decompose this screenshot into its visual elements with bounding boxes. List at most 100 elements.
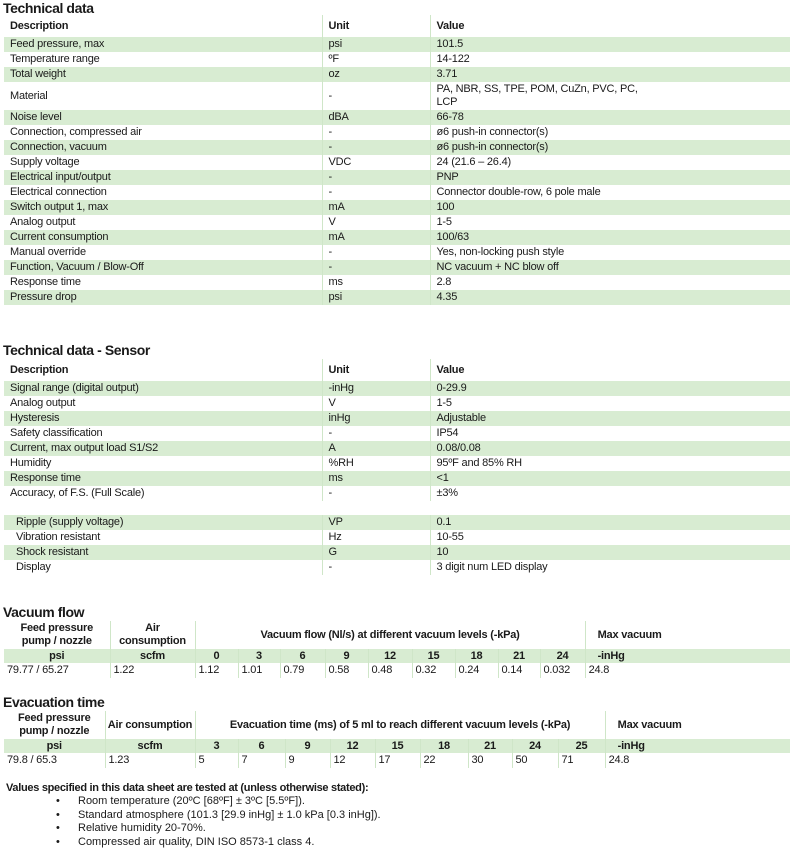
cell-description: Electrical connection bbox=[10, 186, 107, 198]
cell-value: 79.77 / 65.27 bbox=[7, 664, 69, 676]
cell-description: Electrical input/output bbox=[10, 171, 111, 183]
cell-unit: VDC bbox=[321, 155, 430, 170]
table-row: Temperature range ºF 14-122 bbox=[4, 52, 790, 67]
vacuum-level: 21 bbox=[497, 649, 540, 663]
cell-unit: ms bbox=[321, 471, 430, 486]
cell-unit: %RH bbox=[321, 456, 430, 471]
cell-description: Analog output bbox=[10, 397, 76, 409]
table-row: Feed pressure, max psi 101.5 bbox=[4, 37, 790, 52]
cell-value: 17 bbox=[374, 753, 420, 768]
unit-scfm: scfm bbox=[104, 739, 195, 753]
unit-inhg: -inHg bbox=[604, 739, 790, 753]
vacuum-level: 3 bbox=[237, 649, 280, 663]
cell-value: 10-55 bbox=[429, 530, 790, 545]
cell-value: 24.8 bbox=[604, 753, 790, 768]
table-row: Safety classification - IP54 bbox=[4, 426, 790, 441]
cell-value: 1.01 bbox=[237, 663, 280, 678]
cell-value: 0.1 bbox=[429, 515, 790, 530]
cell-description: Ripple (supply voltage) bbox=[16, 516, 124, 528]
cell-unit: VP bbox=[321, 515, 430, 530]
sensor-data-table: Description Unit Value Signal range (dig… bbox=[4, 359, 790, 501]
cell-unit: V bbox=[321, 396, 430, 411]
table-row: 79.8 / 65.3 1.23 5 7 9 12 17 22 30 50 71 24.8 bbox=[4, 753, 790, 768]
unit-scfm: scfm bbox=[109, 649, 195, 663]
vacuum-level: 6 bbox=[279, 649, 325, 663]
cell-description: Safety classification bbox=[10, 427, 103, 439]
table-row: Shock resistant G 10 bbox=[4, 545, 790, 560]
vacuum-level: 18 bbox=[454, 649, 498, 663]
header-value: Value bbox=[429, 15, 790, 37]
test-condition-item: Room temperature (20ºC [68ºF] ± 3ºC [5.5… bbox=[6, 795, 381, 809]
cell-value: 66-78 bbox=[429, 110, 790, 125]
cell-unit: dBA bbox=[321, 110, 430, 125]
vacuum-level: 3 bbox=[194, 739, 238, 753]
cell-unit: mA bbox=[321, 230, 430, 245]
vacuum-level: 0 bbox=[194, 649, 238, 663]
cell-description: Response time bbox=[10, 276, 81, 288]
vacuum-level: 15 bbox=[374, 739, 420, 753]
unit-psi: psi bbox=[49, 649, 65, 662]
cell-value: ø6 push-in connector(s) bbox=[429, 140, 790, 155]
cell-value: ø6 push-in connector(s) bbox=[429, 125, 790, 140]
cell-unit: - bbox=[321, 185, 430, 200]
cell-value: ±3% bbox=[429, 486, 790, 501]
sensor-data-title: Technical data - Sensor bbox=[3, 342, 150, 358]
header-feed-pressure: Feed pressure pump / nozzle bbox=[20, 622, 94, 647]
cell-value: 0.08/0.08 bbox=[429, 441, 790, 456]
cell-value: 30 bbox=[467, 753, 512, 768]
cell-value: 0-29.9 bbox=[429, 381, 790, 396]
table-row: Humidity %RH 95ºF and 85% RH bbox=[4, 456, 790, 471]
unit-psi: psi bbox=[46, 739, 62, 752]
cell-value: 10 bbox=[429, 545, 790, 560]
table-row: Noise level dBA 66-78 bbox=[4, 110, 790, 125]
header-air-consumption: Air consumption bbox=[109, 621, 195, 649]
header-max-vacuum: Max vacuum bbox=[584, 621, 790, 649]
cell-value: NC vacuum + NC blow off bbox=[429, 260, 790, 275]
cell-value: 0.32 bbox=[411, 663, 455, 678]
table-row: Response time ms <1 bbox=[4, 471, 790, 486]
vacuum-level: 24 bbox=[539, 649, 586, 663]
table-row: Current, max output load S1/S2 A 0.08/0.08 bbox=[4, 441, 790, 456]
cell-description: Hysteresis bbox=[10, 412, 60, 424]
cell-unit: - bbox=[321, 260, 430, 275]
cell-unit: - bbox=[321, 486, 430, 501]
table-row: Connection, compressed air - ø6 push-in co… bbox=[4, 125, 790, 140]
cell-value: 1.12 bbox=[194, 663, 238, 678]
cell-value: Adjustable bbox=[429, 411, 790, 426]
cell-description: Temperature range bbox=[10, 53, 100, 65]
table-row: Supply voltage VDC 24 (21.6 – 26.4) bbox=[4, 155, 790, 170]
cell-value: 50 bbox=[511, 753, 558, 768]
test-condition-item: Compressed air quality, DIN ISO 8573-1 c… bbox=[6, 836, 381, 850]
cell-value: 9 bbox=[284, 753, 330, 768]
cell-description: Function, Vacuum / Blow-Off bbox=[10, 261, 144, 273]
test-condition-item: Relative humidity 20-70%. bbox=[6, 822, 381, 836]
cell-value: 12 bbox=[329, 753, 375, 768]
vacuum-level: 15 bbox=[411, 649, 455, 663]
cell-unit: - bbox=[321, 82, 430, 110]
table-row: Ripple (supply voltage) VP 0.1 bbox=[4, 515, 790, 530]
cell-value: 0.48 bbox=[367, 663, 412, 678]
cell-unit: mA bbox=[321, 200, 430, 215]
cell-value: 1-5 bbox=[429, 396, 790, 411]
cell-value: 0.14 bbox=[497, 663, 540, 678]
cell-value: 100/63 bbox=[429, 230, 790, 245]
cell-value: PNP bbox=[429, 170, 790, 185]
vacuum-level: 24 bbox=[511, 739, 558, 753]
evacuation-time-title: Evacuation time bbox=[3, 694, 105, 710]
vacuum-level: 12 bbox=[367, 649, 412, 663]
cell-value: PA, NBR, SS, TPE, POM, CuZn, PVC, PC, LC… bbox=[429, 82, 790, 110]
vacuum-level: 12 bbox=[329, 739, 375, 753]
cell-unit: psi bbox=[321, 37, 430, 52]
header-unit: Unit bbox=[321, 359, 430, 381]
table-row: Connection, vacuum - ø6 push-in connector(… bbox=[4, 140, 790, 155]
cell-value: 101.5 bbox=[429, 37, 790, 52]
vacuum-flow-table: Feed pressure pump / nozzle Air consumpti… bbox=[4, 621, 790, 678]
technical-data-title: Technical data bbox=[3, 0, 94, 16]
cell-value: 0.79 bbox=[279, 663, 325, 678]
cell-value: 0.58 bbox=[324, 663, 368, 678]
cell-value: 22 bbox=[419, 753, 468, 768]
cell-unit: ms bbox=[321, 275, 430, 290]
table-row: Signal range (digital output) -inHg 0-29.9 bbox=[4, 381, 790, 396]
cell-unit: V bbox=[321, 215, 430, 230]
cell-unit: ºF bbox=[321, 52, 430, 67]
